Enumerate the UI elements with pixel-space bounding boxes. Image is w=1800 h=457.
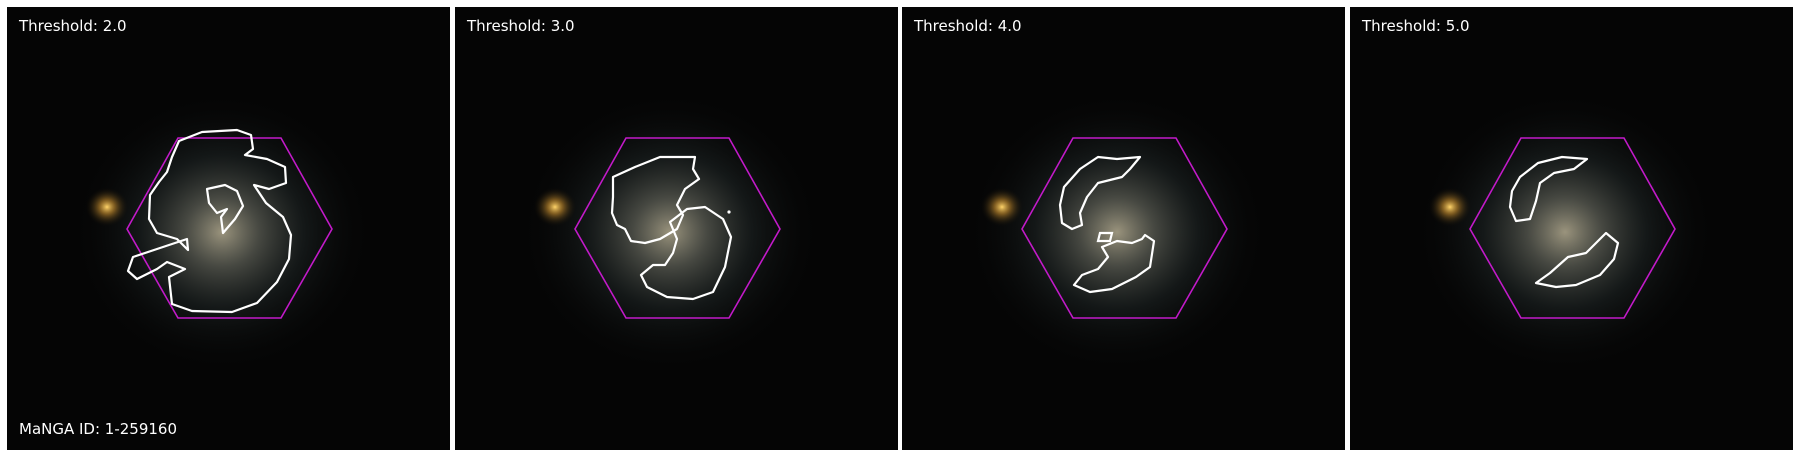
panel-threshold-3: Threshold: 3.0 xyxy=(455,7,898,450)
galaxy-image xyxy=(902,7,1345,450)
galaxy-image xyxy=(455,7,898,450)
spiral-arm-contour xyxy=(1534,231,1620,289)
panel-threshold-4: Threshold: 4.0 xyxy=(902,7,1345,450)
ifu-hexagon xyxy=(1469,137,1676,319)
galaxy-image xyxy=(7,7,450,450)
spiral-arm-contour xyxy=(1508,155,1589,223)
threshold-label: Threshold: 3.0 xyxy=(467,17,575,35)
ifu-hexagon xyxy=(1021,137,1228,319)
spiral-arm-contour xyxy=(1072,233,1156,294)
ifu-hexagon xyxy=(126,137,333,319)
panel-threshold-5: Threshold: 5.0 xyxy=(1350,7,1793,450)
spiral-arm-contour xyxy=(126,128,293,314)
spiral-arm-contour xyxy=(1096,231,1114,243)
galaxy-image xyxy=(1350,7,1793,450)
spiral-arm-contour xyxy=(1058,155,1142,231)
panel-threshold-2: Threshold: 2.0 MaNGA ID: 1-259160 xyxy=(7,7,450,450)
threshold-label: Threshold: 2.0 xyxy=(19,17,127,35)
ifu-hexagon xyxy=(574,137,781,319)
threshold-label: Threshold: 5.0 xyxy=(1362,17,1470,35)
spiral-arm-contour xyxy=(639,205,733,301)
spiral-arm-contour xyxy=(205,183,245,235)
manga-id-label: MaNGA ID: 1-259160 xyxy=(19,420,178,438)
spiral-arm-contour xyxy=(610,155,701,245)
threshold-label: Threshold: 4.0 xyxy=(914,17,1022,35)
threshold-panels: Threshold: 2.0 MaNGA ID: 1-259160 Thresh… xyxy=(7,7,1793,450)
